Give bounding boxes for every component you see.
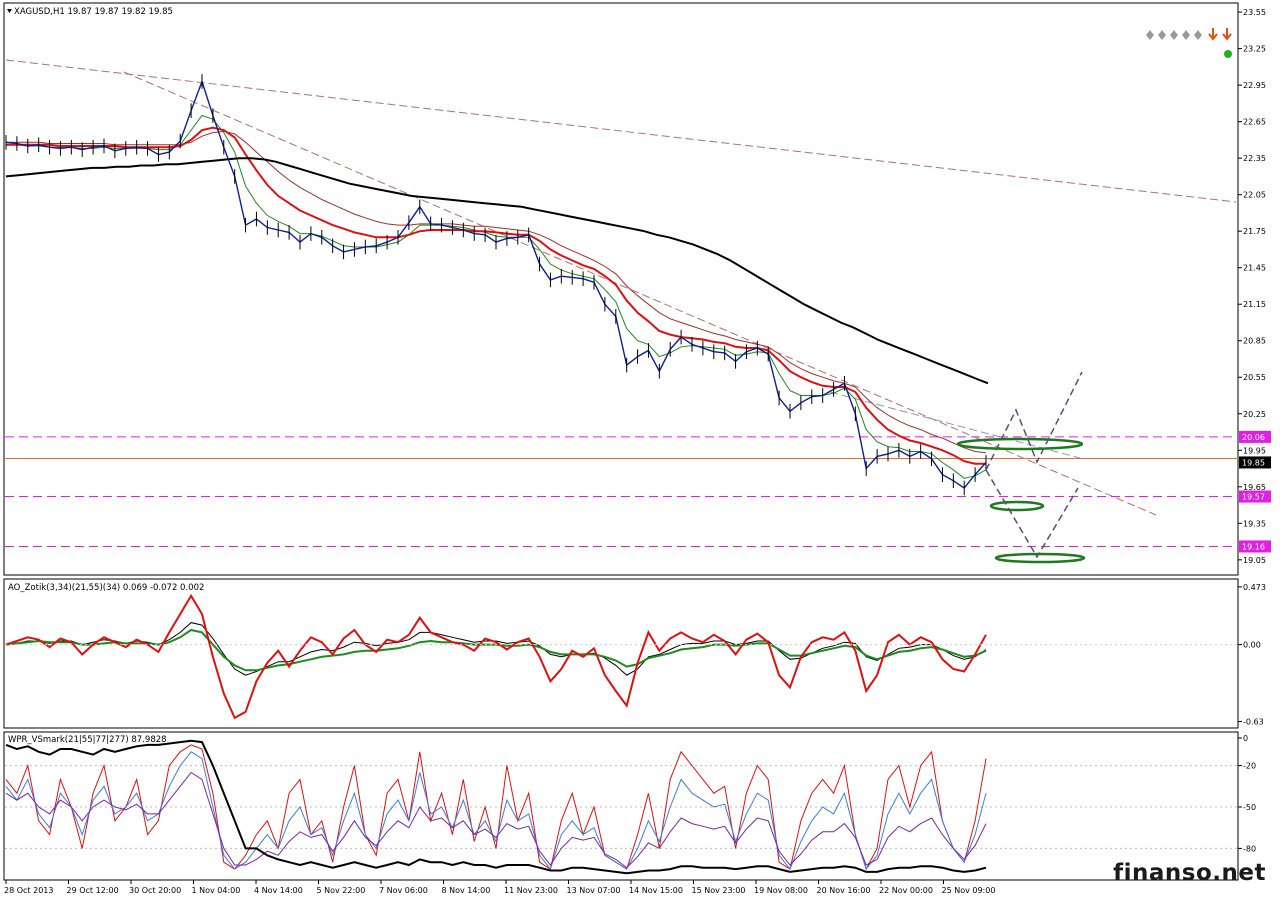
y-tick-label: 23.25 — [1243, 45, 1266, 54]
y-tick-label: 19.65 — [1243, 483, 1266, 492]
x-tick-label: 13 Nov 07:00 — [567, 886, 621, 895]
ao-black-line — [5, 622, 987, 676]
y-tick-label: 20.85 — [1243, 337, 1266, 346]
diamond-icon — [1170, 30, 1178, 40]
wpr-blue-line — [5, 751, 987, 871]
down-arrow-icon — [1222, 28, 1232, 41]
x-tick-label: 15 Nov 23:00 — [692, 886, 746, 895]
y-tick-label: 22.65 — [1243, 118, 1266, 127]
price-pane[interactable] — [3, 2, 1239, 576]
x-tick-label: 29 Oct 12:00 — [67, 886, 119, 895]
y-tick-label: 0 — [1243, 734, 1248, 743]
status-dot-icon — [1224, 50, 1232, 58]
y-tick-label: 19.95 — [1243, 446, 1266, 455]
price-plot — [5, 59, 1238, 564]
ao-pane[interactable] — [3, 578, 1239, 729]
x-tick-label: 4 Nov 14:00 — [254, 886, 303, 895]
diamond-icon — [1146, 30, 1154, 40]
diamond-icon — [1182, 30, 1190, 40]
ma-black — [5, 157, 989, 385]
x-tick-label: 5 Nov 22:00 — [317, 886, 366, 895]
x-tick-label: 25 Nov 09:00 — [942, 886, 996, 895]
wpr-purple-line — [5, 771, 987, 869]
y-tick-label: 21.45 — [1243, 264, 1266, 273]
x-tick-label: 11 Nov 23:00 — [504, 886, 558, 895]
wpr-red-line — [5, 744, 987, 871]
ao-red-line — [5, 593, 987, 720]
y-tick-label: 0.473 — [1243, 583, 1266, 592]
y-tick-label: 23.55 — [1243, 8, 1266, 17]
x-tick-label: 7 Nov 06:00 — [379, 886, 428, 895]
level-tag-label: 19.57 — [1242, 493, 1265, 502]
ao-title: AO_Zotik(3,34)(21,55)(34) 0.069 -0.072 0… — [8, 583, 204, 593]
y-tick-label: -50 — [1243, 803, 1256, 812]
diamond-icon — [1158, 30, 1166, 40]
wpr-black-line — [5, 739, 987, 875]
x-tick-label: 30 Oct 20:00 — [129, 886, 181, 895]
trendline-upper — [5, 59, 1237, 203]
y-tick-label: 22.05 — [1243, 191, 1266, 200]
y-tick-label: 21.15 — [1243, 300, 1266, 309]
down-arrow-icon — [1208, 28, 1218, 41]
diamond-icon — [1194, 30, 1202, 40]
level-tag — [1239, 540, 1271, 553]
x-tick-label: 19 Nov 08:00 — [754, 886, 808, 895]
level-tag-label: 19.16 — [1242, 542, 1265, 551]
current-price-tag — [1239, 456, 1271, 469]
y-tick-label: 0.00 — [1243, 641, 1261, 650]
x-tick-label: 14 Nov 15:00 — [629, 886, 683, 895]
ao-plot — [5, 593, 1238, 720]
x-tick-label: 8 Nov 14:00 — [442, 886, 491, 895]
trendline-lower — [123, 71, 1157, 516]
price-title: XAGUSD,H1 19.87 19.87 19.82 19.85 — [14, 7, 173, 17]
wpr-plot — [5, 739, 1238, 875]
target-ellipse — [989, 500, 1045, 512]
target-ellipse — [956, 437, 1084, 451]
y-tick-label: 22.95 — [1243, 81, 1266, 90]
y-tick-label: 19.05 — [1243, 556, 1266, 565]
collapse-arrow-icon[interactable] — [7, 9, 12, 13]
x-tick-label: 1 Nov 04:00 — [192, 886, 241, 895]
y-tick-label: 20.55 — [1243, 373, 1266, 382]
level-tag — [1239, 430, 1271, 443]
level-tag-label: 20.06 — [1242, 433, 1265, 442]
y-tick-label: -20 — [1243, 762, 1256, 771]
x-tick-label: 20 Nov 16:00 — [817, 886, 871, 895]
watermark: finanso.net — [1113, 860, 1266, 886]
projection-down — [985, 469, 1079, 559]
wpr-title: WPR_VSmark(21|55|77|277) 87.9828 — [8, 735, 167, 745]
x-tick-label: 28 Oct 2013 — [4, 886, 53, 895]
y-tick-label: 21.75 — [1243, 227, 1266, 236]
x-tick-label: 22 Nov 00:00 — [879, 886, 933, 895]
y-tick-label: -80 — [1243, 844, 1256, 853]
y-tick-label: 19.35 — [1243, 519, 1266, 528]
y-tick-label: 22.35 — [1243, 154, 1266, 163]
target-ellipse — [994, 552, 1086, 564]
y-tick-label: -0.63 — [1243, 718, 1264, 727]
current-price-label: 19.85 — [1242, 458, 1265, 467]
level-tag — [1239, 490, 1271, 503]
signal-icons — [1146, 28, 1232, 58]
y-tick-label: 20.25 — [1243, 410, 1266, 419]
axes: 20.06 19.57 19.16 23.55 23.25 22.95 22.65 22.35… — [4, 8, 1271, 895]
